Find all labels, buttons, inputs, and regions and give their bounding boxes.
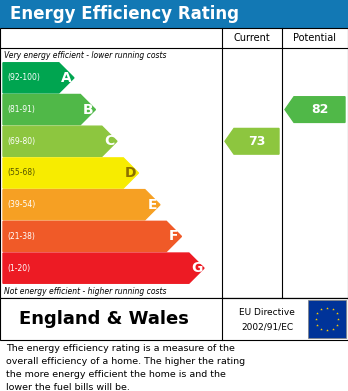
Polygon shape: [3, 221, 181, 251]
Text: 82: 82: [311, 103, 328, 116]
Bar: [0, 0, 348, 28]
Polygon shape: [3, 190, 160, 220]
Text: E: E: [148, 198, 157, 212]
Text: The energy efficiency rating is a measure of the
overall efficiency of a home. T: The energy efficiency rating is a measur…: [6, 344, 245, 391]
Text: (92-100): (92-100): [7, 74, 40, 83]
Polygon shape: [3, 95, 95, 125]
Text: Potential: Potential: [293, 33, 337, 43]
Text: Current: Current: [234, 33, 270, 43]
Polygon shape: [285, 97, 345, 122]
Text: (81-91): (81-91): [7, 105, 35, 114]
Text: (1-20): (1-20): [7, 264, 30, 273]
Polygon shape: [3, 253, 204, 283]
Text: G: G: [191, 261, 202, 275]
Text: England & Wales: England & Wales: [19, 310, 189, 328]
Text: D: D: [125, 166, 137, 180]
Text: Not energy efficient - higher running costs: Not energy efficient - higher running co…: [4, 287, 166, 296]
Text: (21-38): (21-38): [7, 232, 35, 241]
Polygon shape: [3, 158, 139, 188]
Text: 2002/91/EC: 2002/91/EC: [241, 322, 293, 331]
Text: Very energy efficient - lower running costs: Very energy efficient - lower running co…: [4, 50, 166, 59]
Text: F: F: [169, 230, 179, 244]
Bar: [0, 298, 348, 340]
Polygon shape: [225, 129, 279, 154]
Text: EU Directive: EU Directive: [239, 308, 295, 317]
Text: C: C: [104, 134, 114, 148]
Text: Energy Efficiency Rating: Energy Efficiency Rating: [10, 5, 239, 23]
Text: (55-68): (55-68): [7, 169, 35, 178]
Text: A: A: [61, 71, 72, 85]
Text: (69-80): (69-80): [7, 137, 35, 146]
Text: B: B: [82, 102, 93, 117]
Text: 73: 73: [248, 135, 265, 148]
Text: (39-54): (39-54): [7, 200, 35, 209]
Polygon shape: [3, 63, 74, 93]
Bar: [308, 300, 346, 338]
Bar: [0, 28, 348, 298]
Polygon shape: [3, 126, 117, 156]
